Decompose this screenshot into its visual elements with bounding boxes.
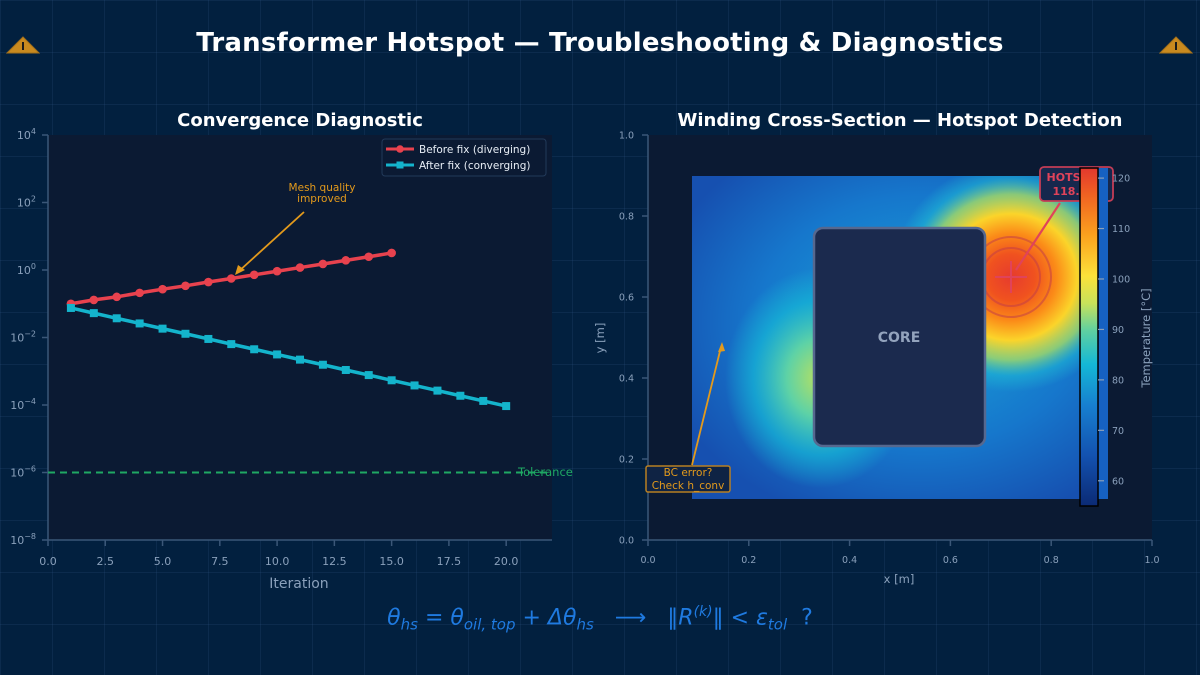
bc-error-label: BC error? Check h_conv	[645, 465, 731, 493]
annotation-arrow	[237, 211, 305, 273]
svg-text:10−2: 10−2	[10, 330, 36, 345]
arrow-head-icon	[718, 342, 725, 352]
arrow-head-icon	[235, 265, 245, 275]
core-label: CORE	[878, 330, 921, 346]
svg-text:0.6: 0.6	[943, 555, 958, 566]
svg-text:7.5: 7.5	[211, 555, 229, 568]
svg-text:0.6: 0.6	[619, 293, 634, 304]
svg-text:0.2: 0.2	[741, 555, 756, 566]
svg-text:80: 80	[1112, 375, 1124, 386]
tolerance-label: Tolerance	[517, 465, 573, 479]
y-axis: 0.0 0.2 0.4 0.6 0.8 1.0	[619, 131, 648, 547]
svg-text:2.5: 2.5	[97, 555, 115, 568]
svg-text:60: 60	[1112, 476, 1124, 487]
circle-marker-icon	[396, 145, 404, 153]
svg-text:0.2: 0.2	[619, 455, 634, 466]
annotation-mesh-line1: Mesh quality	[289, 182, 356, 194]
x-axis: 0.0 2.5 5.0 7.5 10.0 12.5 15.0 17.5 20.0	[39, 540, 518, 568]
svg-text:1.0: 1.0	[619, 131, 634, 142]
svg-text:0.4: 0.4	[619, 374, 634, 385]
svg-text:0.8: 0.8	[619, 212, 634, 223]
legend-after-fix: After fix (converging)	[419, 160, 530, 172]
svg-text:5.0: 5.0	[154, 555, 172, 568]
core-block	[812, 226, 987, 448]
svg-text:BC error?: BC error?	[664, 467, 713, 479]
svg-text:10.0: 10.0	[265, 555, 290, 568]
convergence-chart-title: Convergence Diagnostic	[177, 110, 423, 131]
y-axis-label: y [m]	[593, 323, 607, 354]
colorbar-ticks: 60 70 80 90 100 110 120	[1098, 174, 1130, 487]
svg-text:12.5: 12.5	[322, 555, 347, 568]
svg-text:Check h_conv: Check h_conv	[652, 480, 725, 492]
legend: Before fix (diverging) After fix (conver…	[381, 138, 547, 177]
square-marker-icon	[396, 161, 404, 169]
hotspot-arrow	[1015, 202, 1061, 271]
page-title: Transformer Hotspot — Troubleshooting & …	[196, 28, 1004, 58]
heatmap-chart-title: Winding Cross-Section — Hotspot Detectio…	[677, 110, 1123, 131]
warning-triangle-icon	[1159, 36, 1193, 54]
svg-text:0.0: 0.0	[619, 536, 634, 547]
svg-text:1.0: 1.0	[1144, 555, 1159, 566]
svg-text:0.0: 0.0	[640, 555, 655, 566]
x-axis-label: Iteration	[269, 576, 328, 592]
convergence-chart: 104 102 100 10−2 10−4 10−6 10−8 0.0 2.5 5.0 7.5 10…	[10, 127, 573, 592]
svg-text:0.0: 0.0	[39, 555, 57, 568]
svg-text:10−4: 10−4	[10, 397, 36, 412]
series-before-fix	[66, 248, 396, 309]
svg-text:100: 100	[17, 262, 36, 277]
svg-text:15.0: 15.0	[379, 555, 404, 568]
svg-text:0.4: 0.4	[842, 555, 857, 566]
svg-text:10−8: 10−8	[10, 532, 36, 547]
x-axis: 0.0 0.2 0.4 0.6 0.8 1.0	[640, 540, 1160, 566]
warning-triangle-icon	[6, 36, 40, 54]
svg-text:110: 110	[1112, 224, 1130, 235]
colorbar-label: Temperature [°C]	[1139, 288, 1153, 388]
bc-arrow	[691, 346, 722, 466]
x-axis-label: x [m]	[884, 572, 915, 586]
svg-text:0.8: 0.8	[1044, 555, 1059, 566]
svg-text:104: 104	[17, 127, 36, 142]
svg-text:90: 90	[1112, 325, 1124, 336]
svg-text:100: 100	[1112, 274, 1130, 285]
svg-text:102: 102	[17, 195, 36, 210]
svg-text:17.5: 17.5	[437, 555, 462, 568]
annotation-mesh-line2: improved	[297, 193, 347, 205]
y-axis: 104 102 100 10−2 10−4 10−6 10−8	[10, 127, 48, 547]
series-after-fix	[66, 303, 511, 411]
colorbar	[1079, 167, 1099, 507]
svg-text:120: 120	[1112, 174, 1130, 185]
colorbar-backdrop	[1098, 168, 1108, 499]
hotspot-formula: θhs = θoil, top + Δθhs ⟶ ‖R(k)‖ < εtol ?	[387, 604, 813, 634]
svg-text:20.0: 20.0	[494, 555, 519, 568]
svg-text:70: 70	[1112, 426, 1124, 437]
svg-text:10−6: 10−6	[10, 465, 36, 480]
legend-before-fix: Before fix (diverging)	[419, 144, 530, 156]
heatmap-chart: 0.0 0.2 0.4 0.6 0.8 1.0 0.0 0.2 0.4 0.6 0.8 1.0 CO…	[593, 131, 1160, 587]
